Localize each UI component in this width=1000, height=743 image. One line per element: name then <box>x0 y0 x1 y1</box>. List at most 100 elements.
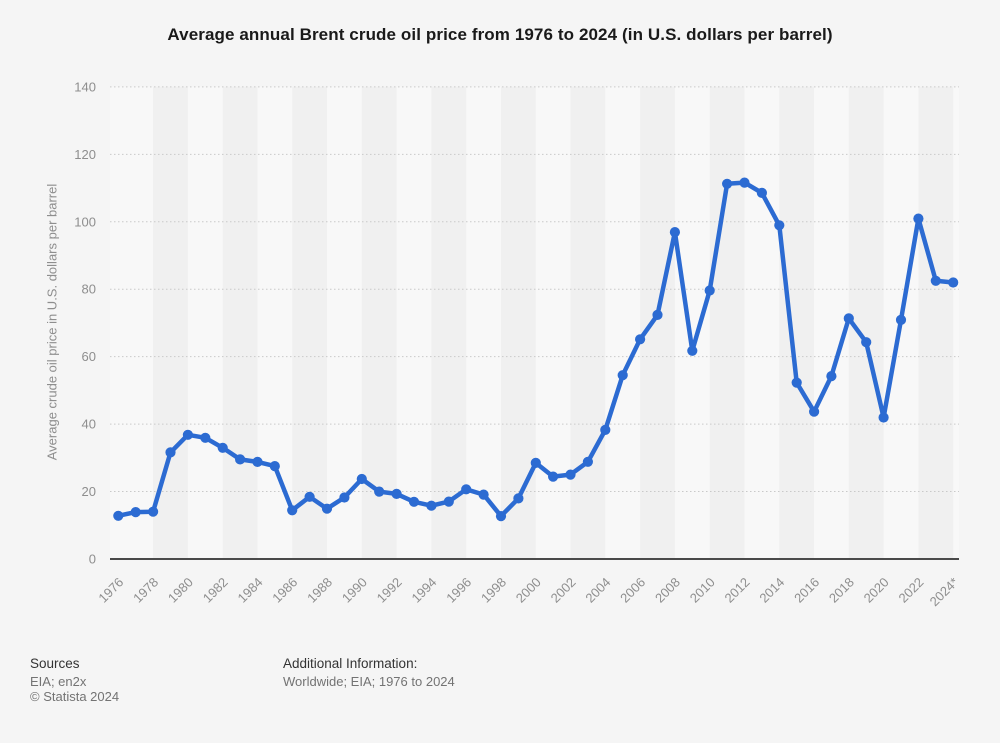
plot-band-dark <box>918 86 954 560</box>
footer-sources-block: Sources EIA; en2x © Statista 2024 <box>30 656 119 704</box>
data-point-2011[interactable] <box>722 178 733 189</box>
data-point-2018[interactable] <box>843 313 854 324</box>
data-point-2004[interactable] <box>600 424 611 435</box>
plot-band-dark <box>640 86 675 560</box>
additional-info-label: Additional Information: <box>283 656 418 671</box>
data-point-1977[interactable] <box>130 506 141 518</box>
chart-title: Average annual Brent crude oil price fro… <box>167 25 833 44</box>
additional-info-text: Worldwide; EIA; 1976 to 2024 <box>283 674 455 689</box>
data-point-2003[interactable] <box>582 456 594 467</box>
x-tick-label-1990: 1990 <box>339 575 370 606</box>
data-point-2021[interactable] <box>895 314 907 325</box>
data-point-1980[interactable] <box>182 429 193 440</box>
plot-band-dark <box>709 86 745 560</box>
y-tick-label-120: 120 <box>74 147 96 162</box>
plot-band-dark <box>431 86 467 560</box>
data-point-1996[interactable] <box>461 484 472 495</box>
x-tick-label-1980: 1980 <box>165 575 196 606</box>
data-point-1998[interactable] <box>495 510 507 522</box>
data-point-2013[interactable] <box>756 187 768 198</box>
x-tick-label-1978: 1978 <box>130 575 161 606</box>
data-point-2020[interactable] <box>878 412 889 423</box>
data-point-1990[interactable] <box>356 473 367 485</box>
x-tick-label-1976: 1976 <box>95 575 126 606</box>
data-point-1983[interactable] <box>235 454 246 465</box>
x-tick-label-2022: 2022 <box>895 575 926 606</box>
x-tick-label-1988: 1988 <box>304 575 335 606</box>
data-point-1988[interactable] <box>321 503 333 514</box>
x-tick-label-1992: 1992 <box>374 575 405 606</box>
x-tick-label-2016: 2016 <box>791 575 822 606</box>
data-point-2014[interactable] <box>774 220 785 231</box>
data-point-2015[interactable] <box>791 377 802 388</box>
copyright-text: © Statista 2024 <box>30 689 120 704</box>
data-point-1986[interactable] <box>287 505 298 516</box>
y-tick-label-100: 100 <box>74 214 96 229</box>
data-point-1995[interactable] <box>443 496 454 507</box>
data-point-2017[interactable] <box>826 371 837 382</box>
x-tick-label-2012: 2012 <box>722 575 753 606</box>
y-tick-label-0: 0 <box>89 552 96 567</box>
plot-band-dark <box>292 86 328 560</box>
plot-band-dark <box>361 86 397 560</box>
data-point-1992[interactable] <box>391 488 402 499</box>
x-tick-label-2000: 2000 <box>513 575 544 606</box>
plot-band-dark <box>570 86 606 560</box>
y-tick-label-40: 40 <box>82 417 96 432</box>
data-point-1993[interactable] <box>408 496 420 507</box>
data-point-2002[interactable] <box>565 469 576 480</box>
data-point-1981[interactable] <box>200 432 211 443</box>
data-point-1989[interactable] <box>339 492 350 503</box>
data-point-1976[interactable] <box>113 510 124 521</box>
x-tick-label-1994: 1994 <box>408 575 439 606</box>
data-point-1987[interactable] <box>304 491 315 502</box>
x-tick-label-2018: 2018 <box>826 575 857 606</box>
data-point-2023[interactable] <box>930 275 941 286</box>
plot-band-dark <box>153 86 188 560</box>
data-point-2024[interactable] <box>948 277 959 288</box>
data-point-2008[interactable] <box>669 227 681 238</box>
data-point-2007[interactable] <box>652 309 663 320</box>
data-point-1979[interactable] <box>165 447 176 458</box>
x-tick-label-2006: 2006 <box>617 575 648 606</box>
sources-label: Sources <box>30 656 80 671</box>
data-point-2005[interactable] <box>617 370 628 381</box>
sources-text[interactable]: EIA; en2x <box>30 674 87 689</box>
footer-additional-block: Additional Information: Worldwide; EIA; … <box>283 656 455 689</box>
x-tick-label-1996: 1996 <box>443 575 474 606</box>
data-point-1978[interactable] <box>148 506 159 517</box>
plot-band-dark <box>222 86 258 560</box>
data-point-2000[interactable] <box>530 457 541 468</box>
y-tick-label-60: 60 <box>82 349 96 364</box>
data-point-2019[interactable] <box>861 337 872 348</box>
y-tick-label-20: 20 <box>82 484 96 499</box>
plot-band-dark <box>779 86 815 560</box>
data-point-2001[interactable] <box>548 471 559 482</box>
data-point-2010[interactable] <box>704 285 715 296</box>
y-tick-label-140: 140 <box>74 79 96 94</box>
x-tick-label-2004: 2004 <box>582 575 613 606</box>
data-point-1999[interactable] <box>513 493 524 504</box>
x-tick-label-2014: 2014 <box>756 575 787 606</box>
data-point-1982[interactable] <box>217 442 228 453</box>
x-tick-label-2024*: 2024* <box>927 575 962 610</box>
data-point-2009[interactable] <box>687 345 698 356</box>
y-tick-label-80: 80 <box>82 282 96 297</box>
data-point-1984[interactable] <box>252 456 263 467</box>
x-tick-label-1986: 1986 <box>269 575 300 606</box>
data-point-1991[interactable] <box>374 486 385 497</box>
data-point-2012[interactable] <box>739 177 750 188</box>
x-tick-label-1982: 1982 <box>200 575 231 606</box>
x-tick-label-2020: 2020 <box>861 575 892 606</box>
data-point-1994[interactable] <box>426 500 437 511</box>
data-point-2016[interactable] <box>809 406 820 417</box>
x-tick-label-1998: 1998 <box>478 575 509 606</box>
data-point-2006[interactable] <box>635 334 646 345</box>
data-point-1985[interactable] <box>269 461 280 472</box>
x-tick-label-2010: 2010 <box>687 575 718 606</box>
data-point-2022[interactable] <box>913 213 924 224</box>
data-point-1997[interactable] <box>478 489 489 500</box>
x-tick-label-2002: 2002 <box>548 575 579 606</box>
